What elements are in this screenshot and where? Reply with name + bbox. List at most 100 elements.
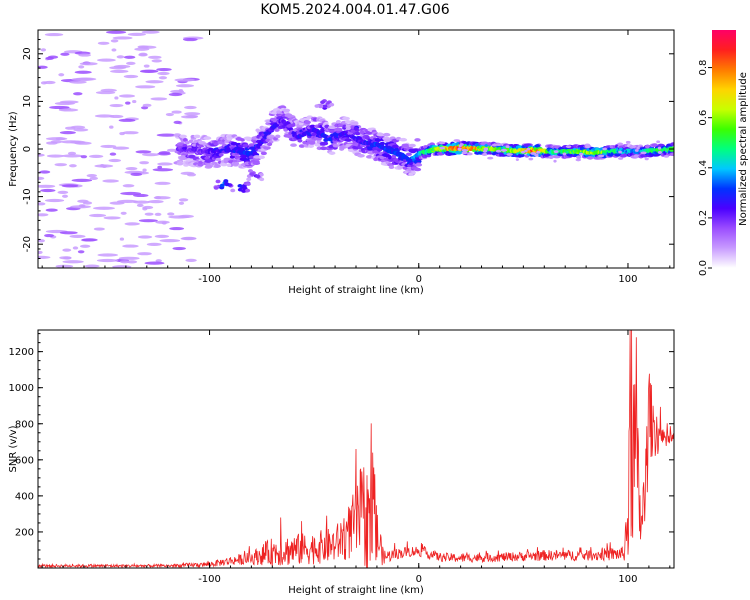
noise-speckle [58,108,79,112]
noise-speckle [157,162,173,166]
noise-speckle [78,65,85,69]
spectrogram-cell [625,140,631,144]
spectrogram-blob-cell [224,181,230,186]
spectrogram-cell [297,138,303,143]
spectrogram-cell [263,146,271,150]
noise-speckle [69,164,77,168]
noise-speckle [55,264,74,268]
noise-speckle [126,260,138,264]
noise-speckle [158,151,171,155]
spectrogram-cell [534,153,539,157]
spectrogram-cell [267,142,273,147]
snr-y-tick-label: 800 [15,419,34,430]
noise-speckle [45,208,58,212]
spectrogram-cell [530,152,537,155]
colorbar-tick-label: 0.4 [698,160,709,176]
noise-speckle [146,242,162,246]
noise-speckle [123,55,136,59]
spectrogram-cell [411,170,416,175]
noise-speckle [118,94,136,98]
noise-speckle [147,199,164,204]
noise-speckle [167,212,175,216]
spectrogram-cell [176,161,184,166]
noise-speckle [154,234,170,238]
spectrogram-cell [602,147,607,151]
noise-speckle [180,236,197,241]
spectrogram-cell [282,108,291,113]
spectrogram-content [38,30,674,268]
spectrogram-cell [575,158,582,162]
spectrogram-cell [391,144,399,149]
noise-speckle [150,97,168,101]
noise-speckle [154,212,162,216]
noise-speckle [178,198,189,202]
spectrogram-cell [274,128,280,132]
noise-speckle [137,235,153,239]
spectrogram-cell [482,149,488,153]
snr-panel: -100 0 100 200 400 600 800 1000 1200 Height of … [8,329,675,596]
noise-speckle [44,198,65,203]
noise-speckle [108,158,122,163]
noise-speckle [69,234,86,238]
spectrogram-blob-cell [249,172,255,176]
noise-speckle [145,80,164,84]
noise-speckle [101,164,108,168]
noise-speckle [89,176,98,181]
spectrogram-cell [357,153,365,158]
spectrogram-cell [215,157,222,162]
spectrogram-cell [408,143,416,148]
noise-speckle [158,76,168,80]
spectrogram-blob-cell [322,104,328,109]
noise-speckle [40,188,56,193]
spectrogram-cell [193,134,201,139]
spectrogram-blob-cell [329,102,335,107]
spectrogram-cell [534,144,541,148]
noise-speckle [122,184,135,188]
spectrogram-cell [492,143,497,147]
noise-speckle [144,212,154,216]
spectrogram-cell [319,141,328,146]
spectrogram-cell [565,145,572,149]
noise-speckle [38,176,45,180]
noise-speckle [184,112,201,116]
spectrogram-cell [553,150,559,154]
noise-speckle [40,81,48,85]
spectrogram-cell [290,143,297,147]
noise-speckle [60,52,70,56]
noise-speckle [125,167,138,171]
snr-y-tick-label: 1000 [9,383,34,394]
noise-speckle [70,205,92,209]
noise-speckle [62,248,72,252]
colorbar-ticks: 0.0 0.2 0.4 0.6 0.8 [698,60,712,276]
spectrogram-cell [382,132,391,137]
colorbar-tick-label: 0.8 [698,60,709,76]
noise-speckle [60,140,82,144]
noise-speckle [97,253,119,257]
noise-speckle [169,226,185,231]
noise-speckle [78,53,91,57]
spectrogram-cell [562,152,567,156]
spectrogram-cell [656,140,661,144]
noise-speckle [127,32,146,36]
noise-speckle [182,37,198,42]
spectrogram-cell [184,140,190,145]
spectrogram-cell [461,148,469,152]
snr-y-tick-label: 200 [15,527,34,538]
noise-speckle [102,179,119,183]
noise-speckle [135,150,152,154]
noise-speckle [71,178,93,182]
noise-speckle [118,256,140,260]
noise-speckle [134,47,150,51]
noise-speckle [116,55,125,59]
noise-speckle [152,168,174,172]
noise-speckle [54,163,67,167]
spectrogram-y-tick-label: 0 [22,146,33,152]
spectrogram-cell [328,151,336,155]
spectrogram-blob-cell [237,184,243,188]
spectrogram-cell [232,162,240,166]
noise-speckle [186,173,197,177]
noise-speckle [138,219,158,223]
spectrogram-x-ticks: -100 0 100 [41,30,671,285]
noise-speckle [119,260,130,264]
spectrogram-y-tick-label: 10 [22,95,33,108]
